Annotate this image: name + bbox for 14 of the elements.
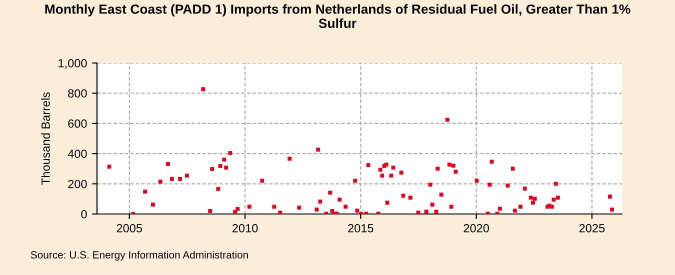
y-axis-title: Thousand Barrels bbox=[41, 92, 50, 185]
y-tick-label: 1,000 bbox=[58, 59, 87, 69]
x-tick-label: 2010 bbox=[232, 224, 258, 232]
x-tick-label: 2025 bbox=[579, 224, 605, 232]
x-tick-label: 2005 bbox=[116, 224, 142, 232]
source-note: Source: U.S. Energy Information Administration bbox=[30, 250, 248, 261]
x-tick-label: 2015 bbox=[348, 224, 374, 232]
y-tick-label: 200 bbox=[68, 180, 87, 188]
y-tick-label: 400 bbox=[68, 150, 87, 158]
chart-title: Monthly East Coast (PADD 1) Imports from Netherlands of Residual Fuel Oil, Greater Than 1% Sulfur bbox=[45, 4, 630, 28]
y-tick-label: 0 bbox=[81, 210, 87, 218]
y-tick-label: 800 bbox=[68, 89, 87, 98]
y-tick-label: 600 bbox=[68, 119, 87, 128]
x-tick-label: 2020 bbox=[464, 224, 489, 232]
